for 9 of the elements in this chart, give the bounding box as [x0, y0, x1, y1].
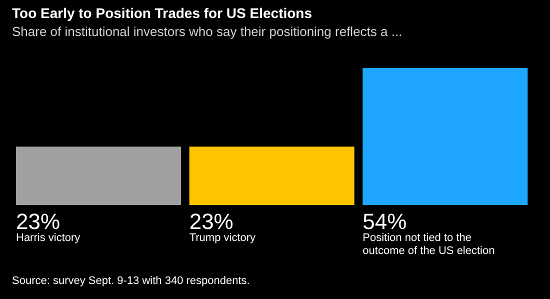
x-tick-label: Position not tied to the outcome of the US election	[362, 232, 495, 257]
x-tick-label: Trump victory	[189, 232, 256, 244]
x-tick-label: Harris victory	[16, 232, 81, 244]
chart-title: Too Early to Position Trades for US Elections	[12, 5, 312, 21]
data-label: 54%	[362, 209, 407, 234]
data-label: 23%	[189, 209, 234, 234]
chart-subtitle: Share of institutional investors who say their positioning reflects a ...	[12, 24, 402, 39]
data-label: 23%	[16, 209, 60, 234]
source-note: Source: survey Sept. 9-13 with 340 respondents.	[12, 275, 250, 287]
